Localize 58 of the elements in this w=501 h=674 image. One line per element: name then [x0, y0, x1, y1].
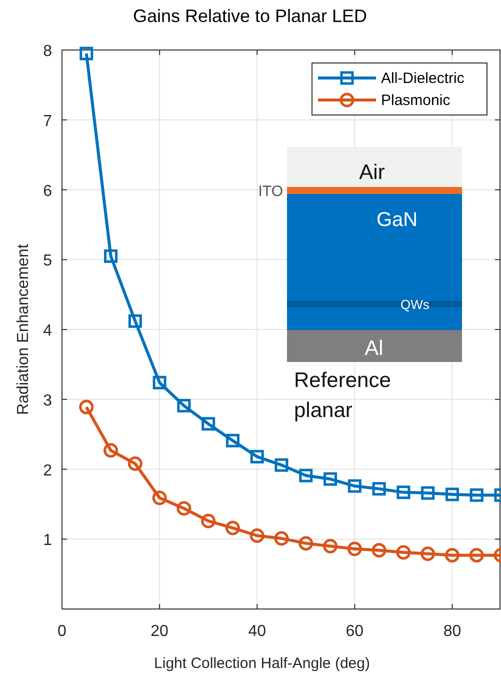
chart-title: Gains Relative to Planar LED [132, 6, 368, 26]
x-tick-label: 20 [150, 623, 169, 640]
annotation: Air [359, 161, 385, 184]
point [128, 456, 142, 471]
point [372, 482, 386, 496]
point [79, 400, 94, 414]
y-tick-label: 1 [43, 532, 52, 550]
annotation: Reference planar [294, 369, 391, 422]
point [274, 531, 289, 546]
legend-label: All-Dielectric [381, 70, 465, 87]
x-tick-label: 40 [248, 623, 266, 640]
point [250, 528, 264, 543]
point [299, 468, 313, 482]
point [226, 434, 240, 448]
annotation: QWs [400, 297, 430, 312]
point [250, 450, 264, 464]
point [298, 536, 314, 551]
point [202, 417, 216, 431]
annotation: ITO [258, 183, 283, 200]
point [104, 249, 118, 263]
point [420, 546, 436, 562]
point [396, 486, 410, 500]
y-axis-title: Radiation Enhancement [15, 244, 32, 415]
point [176, 501, 192, 516]
point [274, 458, 288, 472]
point [152, 490, 167, 506]
y-tick-label: 3 [43, 392, 52, 410]
point [225, 520, 240, 536]
point [128, 314, 142, 328]
point [396, 545, 411, 560]
point [445, 488, 459, 502]
point [470, 488, 484, 502]
y-tick-label: 6 [43, 182, 52, 200]
point [80, 46, 94, 60]
x-tick-label: 80 [443, 623, 462, 640]
y-tick-label: 2 [43, 462, 52, 480]
y-tick-label: 5 [43, 252, 52, 270]
y-tick-label: 7 [43, 112, 52, 130]
point [444, 548, 460, 562]
point [201, 514, 216, 528]
legend-label: Plasmonic [381, 92, 451, 109]
x-axis-title: Light Collection Half-Angle (deg) [154, 655, 370, 672]
point [323, 538, 338, 554]
point [421, 486, 435, 500]
annotation: Al [364, 337, 384, 360]
y-tick-label: 4 [43, 322, 52, 340]
point [104, 443, 118, 458]
x-tick-label: 0 [58, 623, 67, 640]
point [152, 376, 166, 390]
point [177, 398, 191, 412]
point [372, 543, 386, 558]
point [347, 542, 362, 556]
point [469, 548, 484, 562]
y-tick-label: 8 [43, 43, 52, 60]
point [324, 472, 338, 486]
point [348, 479, 362, 493]
x-tick-label: 60 [346, 623, 364, 640]
annotation: GaN [376, 209, 418, 231]
